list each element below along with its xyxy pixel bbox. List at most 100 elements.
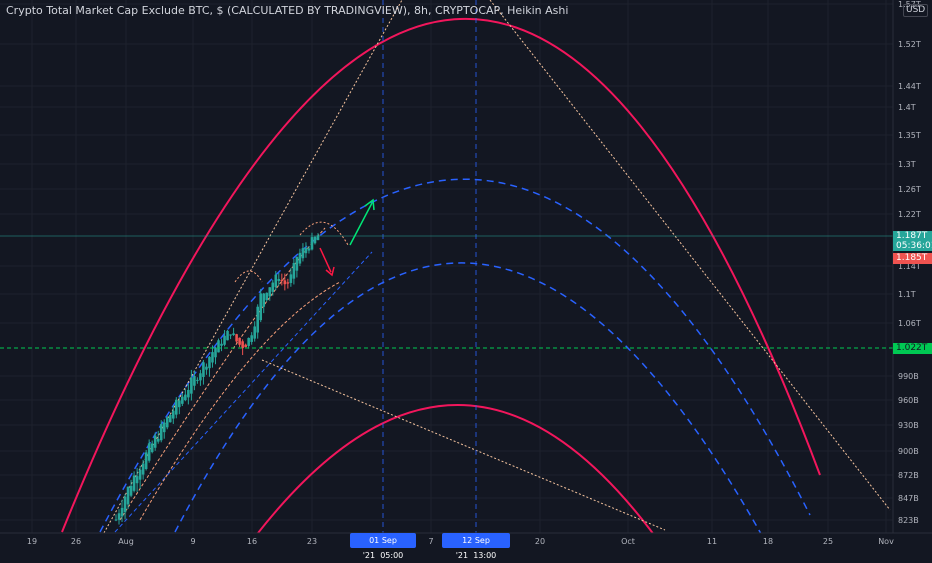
price-tick-label: 847B (898, 494, 919, 503)
candle-body (138, 469, 142, 480)
candle-body (313, 236, 317, 244)
candle-body (304, 247, 308, 254)
candle-body (277, 279, 281, 281)
candle-body (156, 438, 160, 442)
time-tick-label: 11 (707, 537, 717, 546)
candle-body (123, 496, 127, 513)
candle-body (132, 475, 136, 491)
candle-body (238, 337, 241, 345)
candle-body (292, 262, 296, 279)
candle-body (205, 366, 208, 370)
chart-canvas[interactable]: 1.57T1.52T1.44T1.4T1.35T1.3T1.26T1.22T1.… (0, 0, 932, 550)
arrows (319, 198, 375, 277)
chart-title: Crypto Total Market Cap Exclude BTC, $ (… (6, 4, 569, 17)
candle-body (159, 424, 163, 441)
price-tick-label: 1.22T (898, 210, 921, 219)
price-scale-background[interactable] (893, 0, 932, 533)
candle-body (259, 293, 263, 321)
candle-body (153, 435, 157, 448)
candle-body (250, 335, 253, 342)
candle-body (168, 414, 172, 423)
candle-body (271, 282, 275, 292)
price-tick-label: 823B (898, 516, 919, 525)
candle-body (256, 306, 260, 333)
time-tick-label: Oct (621, 537, 635, 546)
time-marker-sep12-time: 13:00 (473, 551, 497, 560)
candle-body (286, 282, 290, 284)
channel-lower-curve (139, 281, 341, 521)
candle-body (220, 343, 223, 346)
level-price-tag: 1.022T (893, 343, 932, 354)
candle-body (232, 333, 235, 335)
candle-body (295, 256, 299, 271)
candle-body (262, 293, 266, 307)
upper-blue-dashed-arc (99, 178, 811, 533)
candle-body (196, 379, 199, 381)
candle-body (229, 334, 232, 336)
candle-body (217, 340, 220, 353)
last-price-value: 1.187T (896, 231, 928, 241)
descending-fan-line (489, 0, 891, 511)
falling-trend-line (261, 359, 666, 531)
price-tick-label: 1.44T (898, 82, 921, 91)
candle-body (223, 335, 226, 345)
candle-body (181, 396, 184, 404)
vertical-marker-lines (382, 0, 477, 533)
candle-body (316, 235, 320, 241)
time-marker-sep01-time: 05:00 (380, 551, 404, 560)
lower-blue-dashed-arc (174, 262, 771, 550)
time-tick-label: 7 (428, 537, 433, 546)
time-tick-label: 18 (763, 537, 773, 546)
candle-body (208, 356, 211, 369)
candle-body (193, 376, 196, 386)
open-price-tag: 1.185T (893, 253, 932, 264)
candle-body (274, 274, 278, 288)
candle-body (265, 292, 269, 301)
candle-body (310, 237, 314, 250)
candle-body (214, 347, 217, 358)
candle-body (301, 248, 305, 259)
candle-body (241, 341, 244, 349)
candle-body (235, 334, 238, 342)
candle-body (298, 252, 302, 264)
price-tick-label: 1.26T (898, 185, 921, 194)
candle-body (199, 373, 202, 381)
candle-body (289, 274, 293, 283)
candle-body (144, 452, 148, 470)
candle-body (117, 513, 121, 520)
candle-body (211, 352, 214, 363)
time-marker-sep12: 12 Sep '21 13:00 (442, 533, 510, 560)
heikin-ashi-candles (114, 232, 320, 525)
candle-body (147, 443, 151, 461)
time-tick-label: 9 (190, 537, 195, 546)
time-marker-sep01: 01 Sep '21 05:00 (350, 533, 416, 560)
price-tick-label: 1.14T (898, 262, 921, 271)
top-dotted-arc (299, 221, 349, 246)
last-price-tag: 1.187T 05:36:01 (893, 231, 932, 251)
candle-body (280, 279, 284, 281)
candle-body (268, 287, 272, 297)
time-tick-label: 19 (27, 537, 37, 546)
price-tick-label: 1.06T (898, 319, 921, 328)
countdown-timer: 05:36:01 (896, 241, 932, 251)
price-tick-label: 990B (898, 372, 919, 381)
candle-body (129, 485, 133, 496)
grid-lines (0, 0, 893, 533)
time-tick-label: 23 (307, 537, 317, 546)
candle-body (165, 417, 169, 428)
candle-body (120, 507, 124, 517)
drawing-arcs (61, 17, 821, 550)
candle-body (178, 400, 181, 408)
candle-body (162, 422, 166, 433)
time-tick-label: 16 (247, 537, 257, 546)
price-tick-label: 960B (898, 396, 919, 405)
up-arrow-head (364, 198, 375, 211)
ascending-fan-line (99, 0, 403, 541)
candle-body (187, 389, 190, 398)
candle-body (174, 399, 178, 415)
time-tick-label: 25 (823, 537, 833, 546)
candle-body (184, 394, 187, 401)
inner-pink-arc (244, 404, 666, 550)
price-tick-label: 1.3T (898, 160, 916, 169)
currency-badge[interactable]: USD (903, 4, 929, 17)
